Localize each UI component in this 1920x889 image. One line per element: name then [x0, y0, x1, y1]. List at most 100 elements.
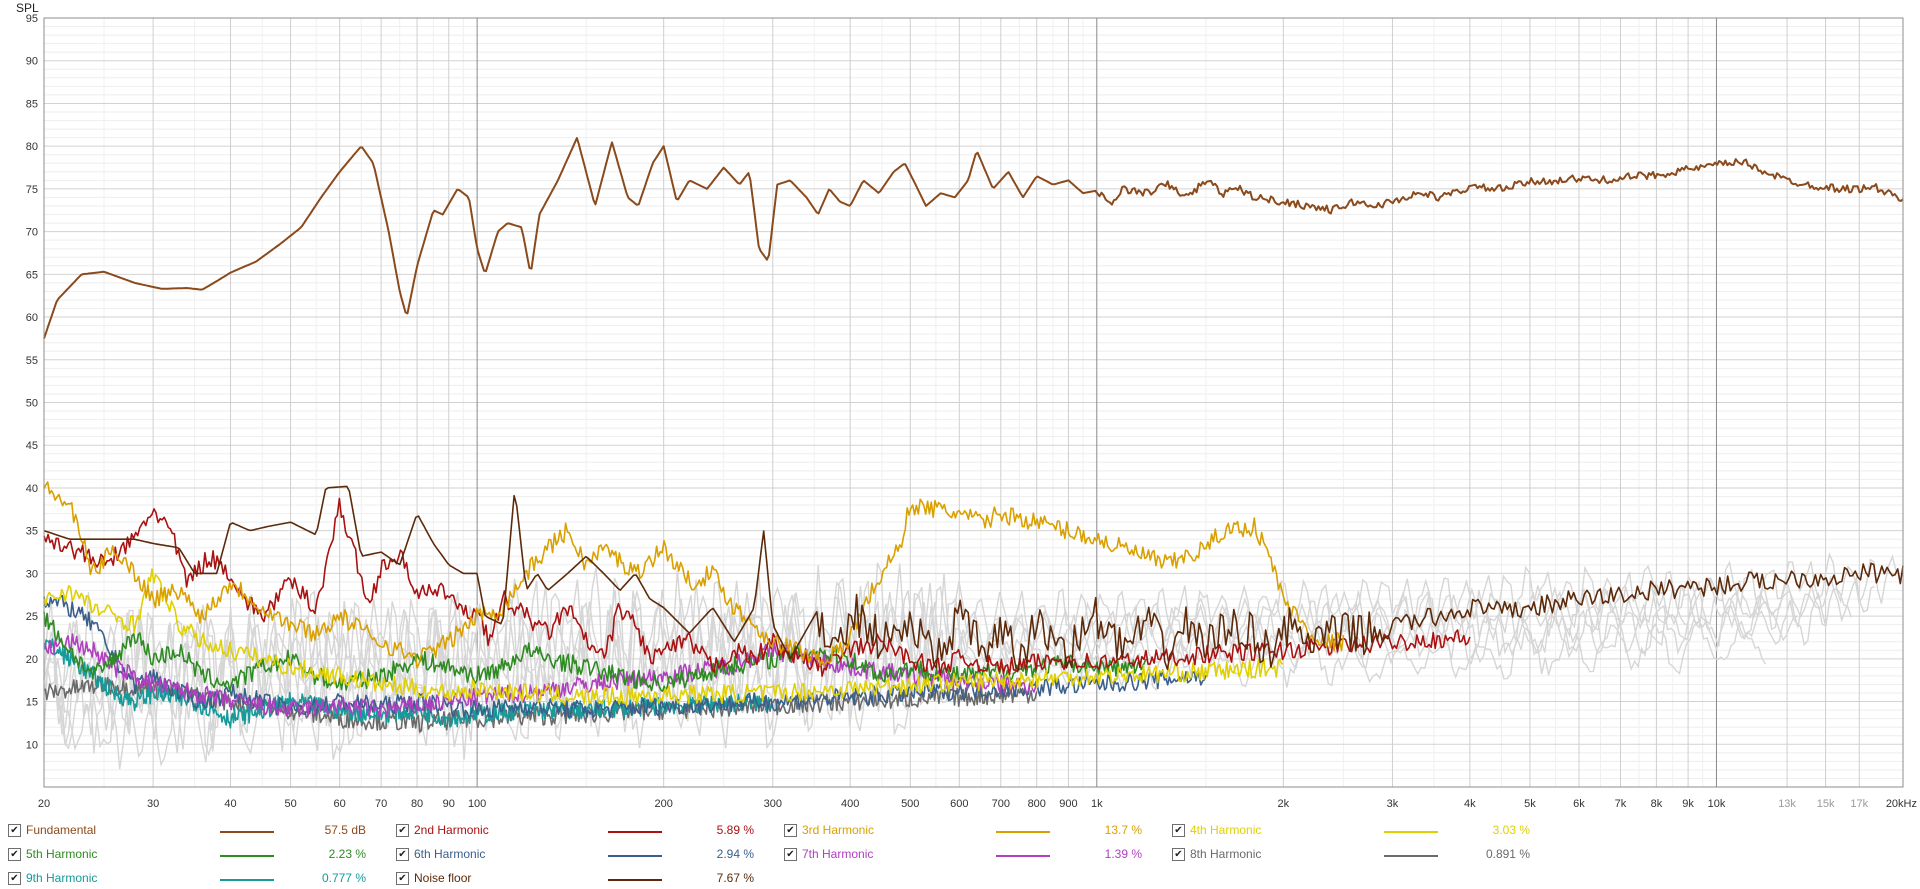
gray-harmonic-trace	[43, 597, 1798, 759]
legend-value: 13.7 %	[1104, 823, 1142, 837]
legend-value: 7.67 %	[716, 871, 754, 885]
x-tick-label: 6k	[1573, 798, 1585, 810]
y-tick-label: 70	[26, 227, 38, 239]
x-tick-label: 20kHz	[1886, 798, 1917, 810]
legend-item-7th-harmonic: ✔ 7th Harmonic 1.39 %	[784, 846, 1164, 864]
spl-chart[interactable]: 10 15 20 25 30 35 40 45 50 55 60 65 70 75 80 85 90 95 20 3…	[0, 0, 1920, 816]
legend-label: 9th Harmonic	[26, 871, 98, 885]
legend-swatch	[608, 855, 662, 857]
y-tick-label: 80	[26, 141, 38, 153]
x-tick-label: 70	[375, 798, 387, 810]
legend-checkbox-7th-harmonic[interactable]: ✔	[784, 848, 797, 861]
legend-label: 4th Harmonic	[1190, 823, 1262, 837]
x-tick-label: 300	[764, 798, 782, 810]
legend-checkbox-2nd-harmonic[interactable]: ✔	[396, 824, 409, 837]
x-tick-label: 400	[841, 798, 859, 810]
x-axis-labels: 20 30 40 50 60 70 80 90 100 200 300 400 500 600 700 800…	[38, 798, 1917, 810]
legend-swatch	[608, 879, 662, 881]
x-tick-label: 2k	[1278, 798, 1290, 810]
y-tick-label: 10	[26, 739, 38, 751]
series-line-2nd-harmonic	[43, 497, 1471, 677]
legend-item-4th-harmonic: ✔ 4th Harmonic 3.03 %	[1172, 822, 1552, 840]
legend-label: 3rd Harmonic	[802, 823, 875, 837]
legend-item-8th-harmonic: ✔ 8th Harmonic 0.891 %	[1172, 846, 1552, 864]
y-tick-label: 90	[26, 56, 38, 68]
x-tick-label: 7k	[1615, 798, 1627, 810]
legend-checkbox-3rd-harmonic[interactable]: ✔	[784, 824, 797, 837]
legend-label: 8th Harmonic	[1190, 847, 1262, 861]
series-group	[43, 137, 1904, 733]
chart-background	[0, 0, 1920, 816]
x-tick-label: 80	[411, 798, 423, 810]
x-tick-label: 800	[1028, 798, 1046, 810]
y-tick-label: 85	[26, 98, 38, 110]
legend-swatch	[608, 831, 662, 833]
legend-value: 5.89 %	[716, 823, 754, 837]
legend-label: 2nd Harmonic	[414, 823, 489, 837]
legend-swatch	[996, 831, 1050, 833]
x-tick-label: 600	[950, 798, 968, 810]
legend: ✔ Fundamental 57.5 dB ✔ 2nd Harmonic 5.89 % ✔ 3…	[0, 816, 1920, 889]
series-line-noise-floor	[43, 485, 1904, 671]
x-tick-label: 1k	[1091, 798, 1103, 810]
y-tick-label: 60	[26, 312, 38, 324]
x-tick-label: 30	[147, 798, 159, 810]
gray-harmonic-trace	[43, 613, 1767, 770]
gray-harmonic-trace	[43, 574, 1875, 733]
y-tick-label: 75	[26, 184, 38, 196]
y-tick-label: 50	[26, 398, 38, 410]
legend-item-5th-harmonic: ✔ 5th Harmonic 2.23 %	[8, 846, 388, 864]
x-tick-label: 90	[443, 798, 455, 810]
legend-checkbox-8th-harmonic[interactable]: ✔	[1172, 848, 1185, 861]
x-tick-label: 500	[901, 798, 919, 810]
x-tick-label: 50	[284, 798, 296, 810]
x-tick-label: 900	[1059, 798, 1077, 810]
legend-swatch	[220, 855, 274, 857]
legend-label: 5th Harmonic	[26, 847, 98, 861]
x-tick-label: 5k	[1524, 798, 1536, 810]
y-tick-label: 30	[26, 568, 38, 580]
series-line-3rd-harmonic	[43, 481, 1345, 669]
x-tick-label: 40	[224, 798, 236, 810]
y-tick-label: 40	[26, 483, 38, 495]
legend-label: 6th Harmonic	[414, 847, 486, 861]
gray-harmonic-traces	[43, 552, 1897, 770]
legend-label: 7th Harmonic	[802, 847, 874, 861]
legend-checkbox-9th-harmonic[interactable]: ✔	[8, 872, 21, 885]
legend-item-noise-floor: ✔ Noise floor 7.67 %	[396, 870, 776, 888]
legend-value: 1.39 %	[1104, 847, 1142, 861]
y-tick-label: 45	[26, 440, 38, 452]
x-tick-label: 100	[468, 798, 486, 810]
legend-swatch	[220, 831, 274, 833]
x-tick-label: 10k	[1708, 798, 1726, 810]
y-tick-label: 95	[26, 13, 38, 25]
y-tick-label: 65	[26, 269, 38, 281]
legend-value: 57.5 dB	[324, 823, 366, 837]
x-tick-label: 200	[654, 798, 672, 810]
legend-value: 3.03 %	[1492, 823, 1530, 837]
y-tick-label: 55	[26, 355, 38, 367]
legend-swatch	[996, 855, 1050, 857]
legend-item-3rd-harmonic: ✔ 3rd Harmonic 13.7 %	[784, 822, 1164, 840]
legend-checkbox-noise-floor[interactable]: ✔	[396, 872, 409, 885]
legend-item-fundamental: ✔ Fundamental 57.5 dB	[8, 822, 388, 840]
legend-value: 0.891 %	[1485, 847, 1530, 861]
legend-item-6th-harmonic: ✔ 6th Harmonic 2.94 %	[396, 846, 776, 864]
legend-item-9th-harmonic: ✔ 9th Harmonic 0.777 %	[8, 870, 388, 888]
x-tick-label: 8k	[1651, 798, 1663, 810]
x-tick-label: 700	[992, 798, 1010, 810]
y-axis-labels: 10 15 20 25 30 35 40 45 50 55 60 65 70 75 80 85 90 95	[26, 13, 38, 751]
x-tick-label: 20	[38, 798, 50, 810]
legend-checkbox-4th-harmonic[interactable]: ✔	[1172, 824, 1185, 837]
legend-checkbox-6th-harmonic[interactable]: ✔	[396, 848, 409, 861]
x-tick-label: 17k	[1850, 798, 1868, 810]
y-tick-label: 35	[26, 526, 38, 538]
y-axis-title: SPL	[16, 1, 39, 15]
series-line-fundamental	[43, 137, 1904, 339]
series-line-4th-harmonic	[43, 568, 1284, 706]
legend-checkbox-fundamental[interactable]: ✔	[8, 824, 21, 837]
legend-value: 2.94 %	[716, 847, 754, 861]
legend-value: 2.23 %	[328, 847, 366, 861]
legend-checkbox-5th-harmonic[interactable]: ✔	[8, 848, 21, 861]
legend-swatch	[1384, 831, 1438, 833]
